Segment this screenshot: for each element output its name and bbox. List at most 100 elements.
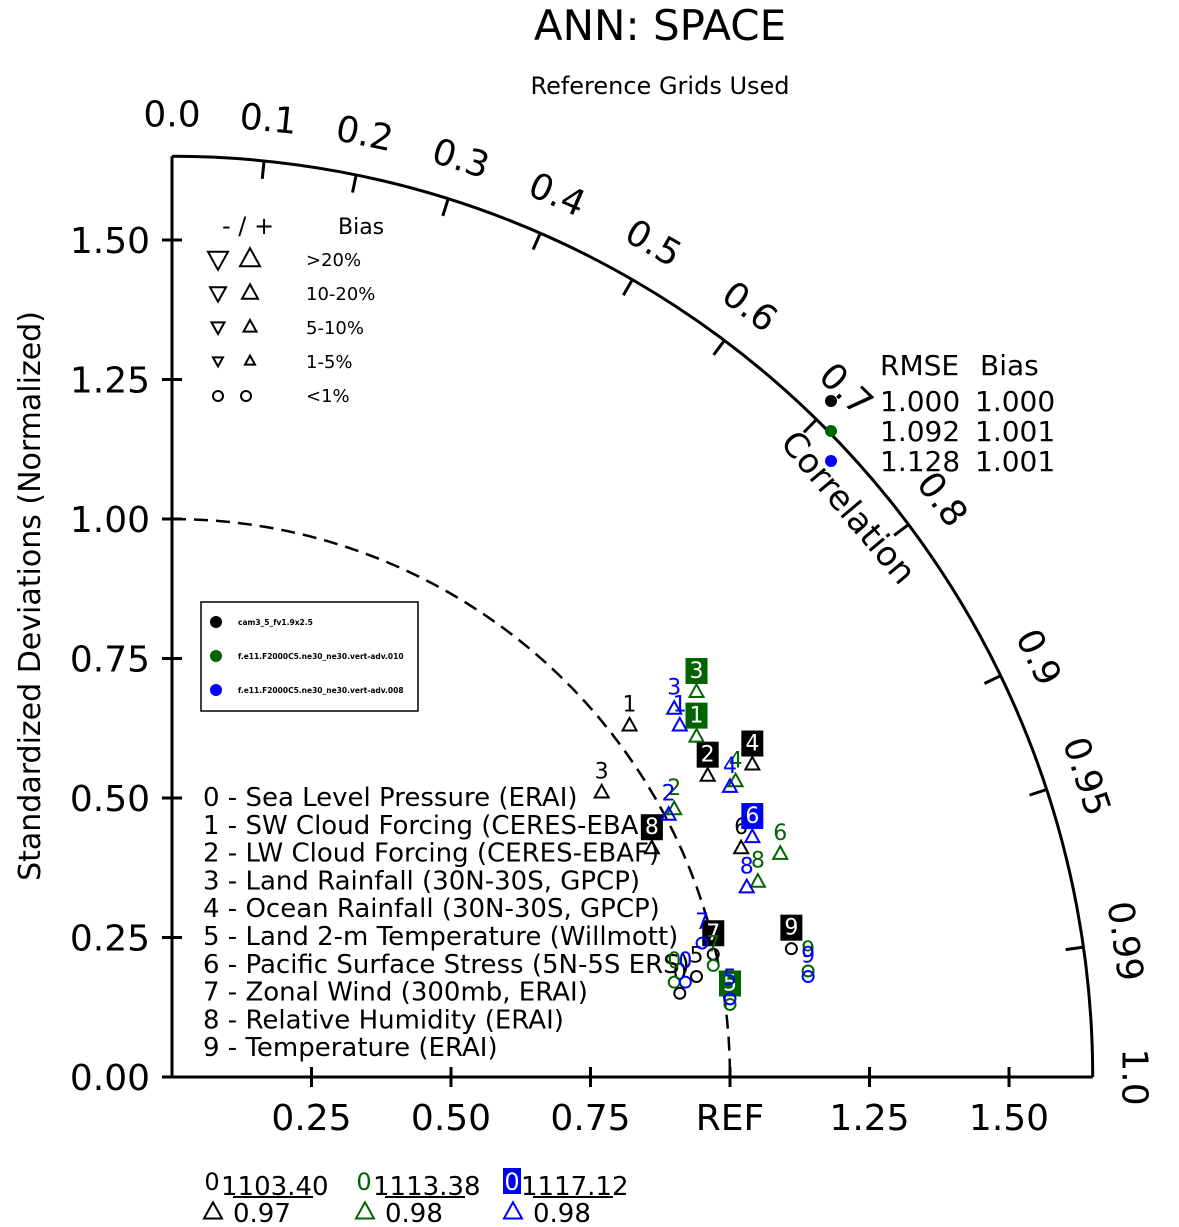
data-point-circle [690, 970, 704, 984]
data-point-label: 9 [784, 916, 798, 941]
data-point-triangle [665, 699, 683, 715]
data-point-label: 1 [690, 704, 704, 729]
data-point-label-box [685, 657, 708, 684]
series-dot-icon [825, 455, 837, 467]
x-tick-label: 1.25 [829, 1098, 909, 1139]
summary-triangle-icon [502, 1200, 524, 1220]
corr-tick-label: 0.3 [427, 131, 494, 187]
data-point-triangle [687, 727, 706, 743]
series-dot-icon [825, 425, 837, 437]
data-point-label: 7 [706, 921, 720, 946]
y-tick-label: 0.50 [70, 779, 150, 820]
data-point-label: 7 [706, 932, 720, 957]
corr-tick-label: 0.95 [1054, 732, 1118, 821]
data-point-label: 2 [701, 743, 715, 768]
data-point-triangle [665, 799, 683, 816]
data-point-label: 3 [667, 676, 681, 701]
summary-triangle-icon [354, 1200, 376, 1220]
corr-tick [531, 232, 542, 251]
data-point-label: 4 [729, 748, 743, 773]
series-legend-dot-icon [210, 684, 222, 696]
variable-legend-item: 1 - SW Cloud Forcing (CERES-EBAF) [203, 811, 664, 841]
data-point-label: 3 [690, 659, 704, 684]
series-legend-dot-icon [210, 650, 222, 662]
bias-legend-label: 5-10% [306, 318, 364, 339]
summary-scores: 0 1103.400.970 1113.380.980 1117.120.98 [202, 1168, 629, 1227]
bias-circle-icon [212, 390, 224, 402]
data-point-label: 2 [662, 782, 676, 807]
bias-header: Bias [980, 349, 1039, 382]
bias-value: 1.001 [975, 445, 1055, 478]
data-point-triangle [743, 827, 762, 844]
data-point-label: 8 [645, 815, 659, 840]
series-legend-label: f.e11.F2000C5.ne30_ne30.vert-adv.010 [238, 652, 404, 661]
bias-up-triangle-icon [238, 246, 262, 268]
bias-legend: - / + Bias >20% 10-20% 5-10% 1-5% <1% [206, 212, 384, 407]
data-point-triangle [771, 844, 789, 860]
corr-tick [441, 198, 450, 217]
data-point-label-box [702, 920, 725, 947]
rmse-value: 1.128 [880, 445, 960, 478]
corr-tick [1029, 788, 1048, 797]
data-point-label: 4 [745, 732, 759, 757]
corr-tick-label: 0.9 [1007, 623, 1069, 692]
variable-legend-item: 0 - Sea Level Pressure (ERAI) [203, 783, 578, 813]
series-legend-label: f.e11.F2000C5.ne30_ne30.vert-adv.008 [238, 686, 404, 695]
data-point-triangle [659, 805, 678, 821]
summary-triangle-icon [202, 1200, 224, 1220]
y-tick-label: 1.50 [70, 221, 150, 262]
bias-up-triangle-icon [240, 282, 260, 300]
summary-index: 0 [204, 1168, 219, 1196]
axis-ticks: 0.000.250.500.751.001.251.500.25 0.50 0.75… [70, 221, 1049, 1139]
data-point-triangle [687, 682, 706, 699]
data-point-label: 2 [667, 776, 681, 801]
bias-down-triangle-icon [206, 250, 230, 272]
variable-legend-item: 4 - Ocean Rainfall (30N-30S, GPCP) [203, 894, 660, 924]
data-point-label: 0 [667, 949, 681, 974]
data-point-triangle [671, 715, 689, 732]
variable-legend-item: 7 - Zonal Wind (300mb, ERAI) [203, 978, 588, 1008]
data-point-triangle [721, 777, 739, 793]
data-point-label: 7 [695, 910, 709, 935]
data-point-circle [784, 942, 798, 956]
data-point-label-box [640, 814, 663, 841]
variable-legend-item: 3 - Land Rainfall (30N-30S, GPCP) [203, 866, 640, 896]
data-point-label: 6 [745, 804, 759, 829]
data-point-triangle [743, 754, 762, 771]
summary-corr: 0.98 [385, 1199, 443, 1227]
bias-up-triangle-icon [241, 317, 259, 333]
data-point-label-box [696, 741, 719, 768]
series-dot-icon [825, 395, 837, 407]
summary-index: 0 [356, 1168, 371, 1196]
bias-legend-header: - / + [222, 212, 274, 240]
bias-down-triangle-icon [208, 286, 228, 304]
data-point-label: 0 [673, 960, 687, 985]
bias-legend-label: 1-5% [306, 352, 353, 373]
data-point-label: 0 [678, 949, 692, 974]
data-point-circle [801, 970, 815, 984]
bias-legend-label: 10-20% [306, 284, 375, 305]
variable-legend-item: 2 - LW Cloud Forcing (CERES-EBAF) [203, 839, 659, 869]
data-point-circle [695, 936, 709, 950]
series-legend-dot-icon [210, 616, 222, 628]
data-point-label: 1 [623, 692, 637, 717]
variable-legend-item: 9 - Temperature (ERAI) [203, 1033, 498, 1063]
bias-circle-icon [240, 390, 252, 402]
data-point-label-box [685, 702, 708, 729]
data-point-label-box [780, 914, 803, 941]
bias-legend-header: Bias [338, 215, 384, 240]
y-tick-label: 0.25 [70, 919, 150, 960]
data-point-label: 9 [801, 938, 815, 963]
data-point-circle [678, 975, 692, 989]
corr-tick [260, 160, 266, 179]
corr-tick-label: 0.6 [714, 274, 784, 341]
variable-legend-item: 5 - Land 2-m Temperature (Willmott) [203, 922, 678, 952]
y-tick-label: 0.00 [70, 1058, 150, 1099]
variable-legend-item: 8 - Relative Humidity (ERAI) [203, 1005, 564, 1035]
chart-subtitle: Reference Grids Used [530, 72, 789, 100]
data-point-triangle [726, 771, 745, 788]
rmse-value: 1.092 [880, 415, 960, 448]
summary-corr: 0.98 [533, 1199, 591, 1227]
